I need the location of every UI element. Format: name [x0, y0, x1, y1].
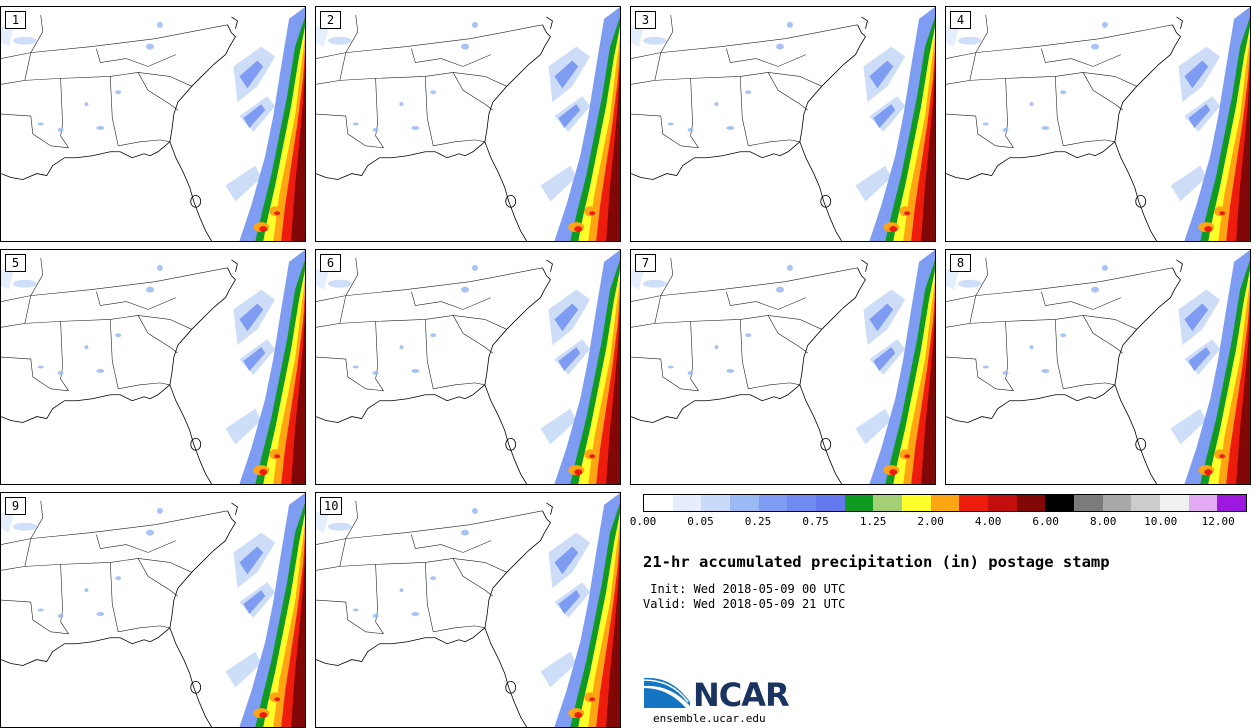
- member-panel-6: 6: [315, 249, 621, 485]
- member-number-label: 10: [320, 497, 343, 515]
- colorbar-segment: [902, 495, 931, 511]
- member-panel-10: 10: [315, 492, 621, 728]
- member-panel-5: 5: [0, 249, 306, 485]
- init-time: Init: Wed 2018-05-09 00 UTC: [643, 582, 846, 596]
- precip-map: [1, 250, 305, 484]
- colorbar-segment: [873, 495, 903, 511]
- member-number-label: 7: [635, 254, 656, 272]
- colorbar-segment: [644, 495, 673, 511]
- member-panel-9: 9: [0, 492, 306, 728]
- ncar-logo-text: NCAR: [693, 676, 790, 714]
- colorbar-tick-label: 0.75: [802, 515, 829, 528]
- member-number-label: 6: [320, 254, 341, 272]
- colorbar-segment: [1102, 495, 1132, 511]
- colorbar-segment: [1160, 495, 1189, 511]
- ncar-logo-icon: [643, 677, 690, 708]
- colorbar-segment: [787, 495, 817, 511]
- precip-map: [631, 250, 935, 484]
- colorbar-tick-label: 12.00: [1201, 515, 1235, 528]
- member-number-label: 8: [950, 254, 971, 272]
- colorbar: [643, 494, 1247, 512]
- colorbar-segment: [1188, 495, 1218, 511]
- precip-map: [1, 493, 305, 727]
- colorbar-segment: [672, 495, 702, 511]
- member-panel-7: 7: [630, 249, 936, 485]
- colorbar-tick-label: 0.00: [629, 515, 657, 528]
- colorbar-segment: [959, 495, 989, 511]
- colorbar-tick-label: 2.00: [917, 515, 944, 528]
- member-number-label: 4: [950, 11, 971, 29]
- member-panel-3: 3: [630, 6, 936, 242]
- precip-map: [946, 7, 1250, 241]
- website-label: ensemble.ucar.edu: [653, 712, 766, 725]
- precip-map: [631, 7, 935, 241]
- colorbar-segment: [1074, 495, 1103, 511]
- member-panel-2: 2: [315, 6, 621, 242]
- colorbar-segment: [1131, 495, 1161, 511]
- colorbar-segment: [1217, 495, 1247, 511]
- member-number-label: 5: [5, 254, 26, 272]
- member-number-label: 2: [320, 11, 341, 29]
- colorbar-segment: [730, 495, 759, 511]
- colorbar-tick-label: 8.00: [1089, 515, 1117, 528]
- colorbar-tick-label: 6.00: [1032, 515, 1059, 528]
- colorbar-segment: [816, 495, 845, 511]
- precip-map: [316, 7, 620, 241]
- colorbar-segment: [1045, 495, 1075, 511]
- precip-map: [1, 7, 305, 241]
- member-number-label: 1: [5, 11, 26, 29]
- member-number-label: 9: [5, 497, 26, 515]
- figure-title: 21-hr accumulated precipitation (in) pos…: [643, 553, 1110, 571]
- colorbar-tick-label: 0.05: [687, 515, 714, 528]
- valid-time: Valid: Wed 2018-05-09 21 UTC: [643, 597, 846, 611]
- precip-map: [316, 250, 620, 484]
- precip-map: [316, 493, 620, 727]
- colorbar-segment: [988, 495, 1017, 511]
- member-number-label: 3: [635, 11, 656, 29]
- member-panel-8: 8: [945, 249, 1251, 485]
- colorbar-segment: [844, 495, 874, 511]
- colorbar-tick-label: 4.00: [974, 515, 1002, 528]
- member-panel-1: 1: [0, 6, 306, 242]
- colorbar-segment: [758, 495, 788, 511]
- colorbar-tick-label: 0.25: [744, 515, 772, 528]
- colorbar-tick-label: 1.25: [859, 515, 887, 528]
- precip-map: [946, 250, 1250, 484]
- colorbar-tick-label: 10.00: [1144, 515, 1178, 528]
- member-panel-4: 4: [945, 6, 1251, 242]
- colorbar-segment: [930, 495, 960, 511]
- colorbar-segment: [701, 495, 731, 511]
- colorbar-segment: [1016, 495, 1046, 511]
